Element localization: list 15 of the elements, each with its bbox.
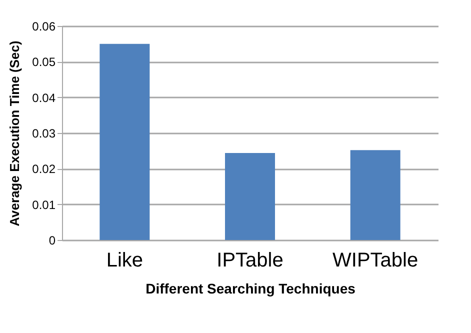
x-tick-label: Like xyxy=(106,250,144,272)
bar xyxy=(100,44,150,240)
y-tick-label: 0.06 xyxy=(32,20,56,34)
y-tick-label: 0.01 xyxy=(32,198,56,212)
x-tick-label: IPTable xyxy=(216,250,284,272)
y-axis-title: Average Execution Time (Sec) xyxy=(7,40,22,226)
y-tick-label: 0.03 xyxy=(32,126,56,140)
y-tick-label: 0.02 xyxy=(32,162,56,176)
x-axis-title: Different Searching Techniques xyxy=(146,280,356,296)
bar xyxy=(225,152,275,240)
bar xyxy=(350,150,400,240)
y-tick-label: 0.05 xyxy=(32,55,56,70)
x-tick-label: WIPTable xyxy=(332,250,418,272)
y-tick-label: 0.04 xyxy=(32,90,56,105)
y-tick-label: 0 xyxy=(48,234,56,248)
